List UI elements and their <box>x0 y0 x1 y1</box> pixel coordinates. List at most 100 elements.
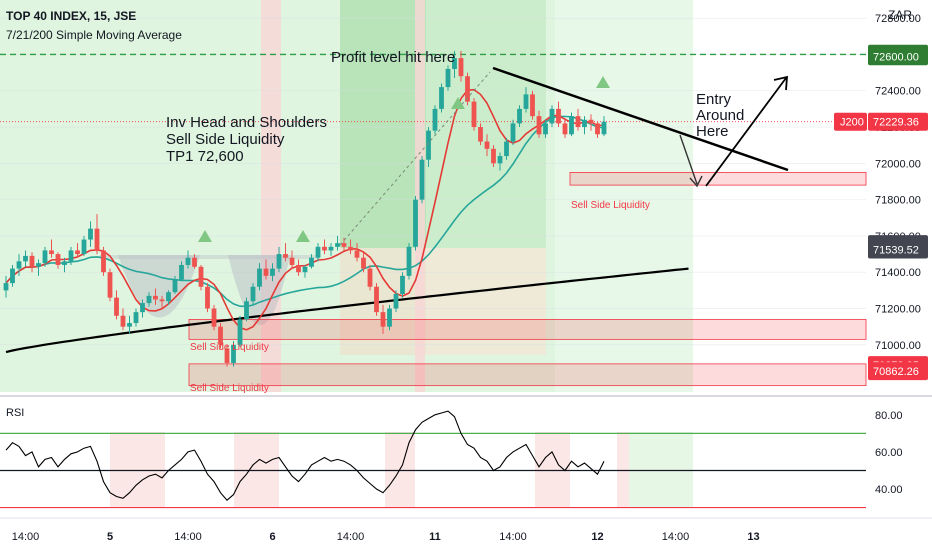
price-badge-label: 70862.26 <box>873 366 919 378</box>
annotation-liquidity: Sell Side Liquidity <box>571 200 650 211</box>
candle-body <box>536 116 542 135</box>
candle-body <box>549 108 555 124</box>
candle-body <box>120 315 126 327</box>
candle-body <box>185 257 191 265</box>
currency-label: ZAR <box>888 8 912 22</box>
candle-body <box>504 141 509 157</box>
entry-arrow <box>705 75 788 187</box>
candle-body <box>406 246 412 276</box>
descending-trendline <box>492 66 789 172</box>
candle-body <box>224 348 230 363</box>
candle-body <box>276 254 282 269</box>
candle-body <box>36 263 41 267</box>
x-tick-label: 14:00 <box>337 531 365 543</box>
price-tick-label: 72000.00 <box>875 158 921 170</box>
rsi-tick-label: 80.00 <box>875 410 903 422</box>
annotation-pattern-line: Inv Head and Shoulders <box>166 114 327 131</box>
price-badge <box>868 362 928 381</box>
candle-body <box>263 268 269 276</box>
x-tick-label: 14:00 <box>662 531 690 543</box>
candle-body <box>361 257 366 269</box>
candle-body <box>348 246 353 251</box>
candle-body <box>582 119 587 128</box>
candle-body <box>478 127 483 142</box>
price-tick-label: 72800.00 <box>875 13 921 25</box>
ticker-badge <box>834 112 867 131</box>
candle-body <box>335 243 340 247</box>
x-tick-label: 5 <box>107 531 113 543</box>
candle-body <box>114 297 119 316</box>
price-tick-label: 71400.00 <box>875 267 921 279</box>
candle-body <box>16 261 22 269</box>
candle-body <box>601 121 607 135</box>
candle-body <box>510 123 516 142</box>
signal-triangle <box>296 230 310 242</box>
candle-body <box>62 261 67 265</box>
annotation-pattern-line: Sell Side Liquidity <box>166 131 285 148</box>
annotation-entry-line: Entry <box>696 91 732 108</box>
price-badge-label: 72600.00 <box>873 51 919 63</box>
annotation-liquidity: Sell Side Liquidity <box>190 342 269 353</box>
price-badge <box>868 112 928 131</box>
annotation-entry-line: Here <box>696 123 729 140</box>
candle-body <box>29 255 35 267</box>
x-tick-label: 14:00 <box>499 531 527 543</box>
candle-body <box>309 257 314 267</box>
candle-body <box>205 286 210 309</box>
candle-body <box>302 266 308 273</box>
candle-body <box>595 123 600 135</box>
candle-body <box>218 326 223 345</box>
candle-body <box>289 257 295 265</box>
candle-body <box>484 141 490 149</box>
candle-body <box>257 268 262 287</box>
candle-body <box>543 123 548 135</box>
candle-body <box>101 250 106 273</box>
rsi-line <box>5 410 605 501</box>
candle-body <box>517 108 522 124</box>
candle-body <box>140 303 145 313</box>
candle-body <box>419 159 425 200</box>
candle-body <box>387 308 392 327</box>
candle-body <box>523 94 529 109</box>
candle-body <box>322 246 327 251</box>
candle-body <box>471 101 477 128</box>
price-tick-label: 72400.00 <box>875 86 921 98</box>
candle-body <box>393 294 399 309</box>
candle-body <box>192 257 197 267</box>
x-tick-label: 14:00 <box>12 531 40 543</box>
candle-body <box>88 228 93 240</box>
candle-body <box>42 250 48 264</box>
candle-body <box>530 94 535 117</box>
signal-triangle <box>596 76 610 88</box>
candle-body <box>94 228 100 251</box>
candle-body <box>465 76 470 102</box>
candle-body <box>166 292 171 302</box>
candle-body <box>179 264 184 280</box>
session-shade <box>555 0 693 392</box>
sell-side-liquidity-zone <box>188 363 867 387</box>
sell-side-liquidity-zone <box>569 172 867 186</box>
rsi-title: RSI <box>6 407 24 419</box>
price-badge-label: 71539.52 <box>873 245 919 257</box>
candle-body <box>575 116 581 128</box>
candle-body <box>497 156 503 164</box>
candle-body <box>133 312 139 324</box>
candle-body <box>413 199 418 247</box>
price-tick-label: 71200.00 <box>875 304 921 316</box>
candle-body <box>354 250 360 258</box>
annotation-liquidity: Sell Side Liquidity <box>190 383 269 394</box>
candle-body <box>250 286 256 302</box>
x-tick-label: 13 <box>747 531 759 543</box>
candle-body <box>491 148 496 164</box>
sell-side-liquidity-zone <box>188 319 867 340</box>
candle-body <box>380 312 386 327</box>
candle-body <box>68 250 74 262</box>
x-tick-label: 14:00 <box>174 531 202 543</box>
candle-body <box>374 286 379 313</box>
candle-body <box>315 246 321 258</box>
ticker-badge-label: J200 <box>840 117 864 129</box>
candle-body <box>172 279 178 293</box>
candle-body <box>452 58 457 69</box>
